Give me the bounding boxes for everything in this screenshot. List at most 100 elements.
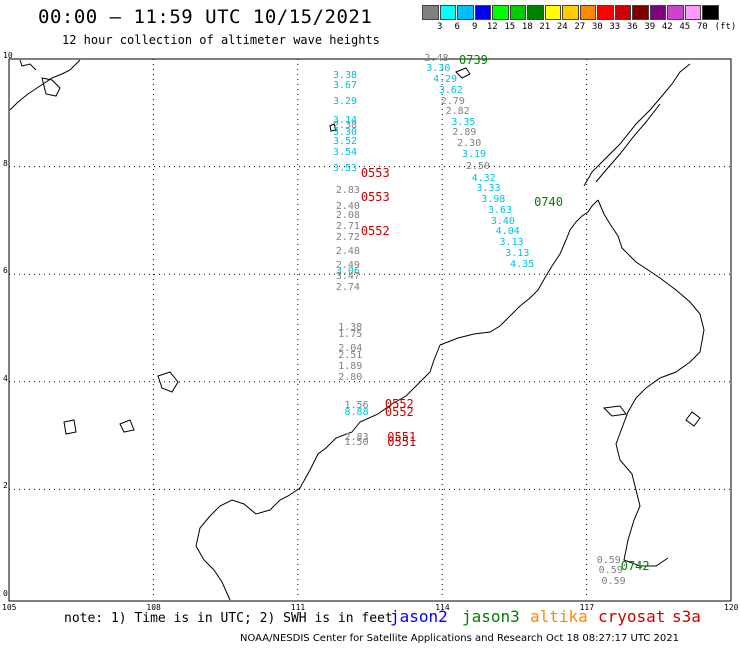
lon-tick-label: 111	[290, 603, 306, 612]
wave-height-reading: 3.30	[426, 63, 451, 75]
pass-time-label: 0742	[620, 559, 650, 574]
wave-height-reading: 1.56	[344, 400, 369, 412]
lon-tick-label: 105	[2, 603, 17, 612]
wave-height-reading: 3.53	[332, 163, 358, 175]
coastline-east-borneo	[597, 199, 705, 567]
legend-note: note: 1) Time is in UTC; 2) SWH is in fe…	[64, 611, 393, 626]
pass-time-label: 0551	[387, 429, 417, 444]
scale-label: 21	[539, 22, 551, 32]
wave-height-reading: 2.50	[465, 160, 490, 172]
pass-time-label: 0552	[384, 405, 414, 419]
wave-height-reading: 2.71	[335, 220, 360, 232]
pass-time-label: 0552	[360, 223, 390, 238]
coastline-natuna-island	[157, 371, 179, 393]
wave-height-reading: 3.63	[487, 204, 513, 216]
wave-height-reading: 1.75	[338, 328, 363, 340]
wave-height-reading: 3.06	[335, 265, 360, 277]
wave-height-reading: 2.51	[338, 350, 363, 362]
coastline-spratly-reef	[455, 67, 471, 79]
wave-height-reading: 2.74	[335, 282, 360, 294]
lat-tick-label: 8	[3, 158, 8, 168]
scale-swatch	[509, 5, 526, 20]
wave-height-reading: 3.52	[332, 136, 358, 148]
scale-label: 39	[644, 22, 656, 32]
scale-swatch	[457, 5, 474, 20]
wave-height-reading: 2.08	[335, 210, 360, 222]
lat-tick-label: 2	[3, 481, 8, 491]
coastline-sulu-island	[602, 405, 627, 417]
wave-height-reading: 3.62	[438, 84, 463, 96]
coastlines	[9, 59, 705, 601]
wave-height-reading: 2.80	[338, 371, 363, 383]
scale-swatch	[439, 5, 456, 20]
scale-swatch	[544, 5, 561, 20]
wave-height-reading: 1.89	[338, 360, 363, 372]
pass-time-label: 0551	[387, 435, 417, 450]
wave-height-reading: 2.49	[335, 260, 360, 272]
scale-label: 42	[661, 22, 673, 32]
pass-time-label: 0553	[360, 166, 390, 181]
wave-height-reading: 2.89	[452, 127, 477, 139]
coastline-mekong	[19, 59, 37, 71]
wave-height-reading: 0.59	[598, 565, 623, 577]
coastline-borneo	[195, 344, 441, 601]
coastline-tambelan-island	[119, 419, 135, 433]
wave-height-reading: 3.19	[461, 148, 487, 160]
wave-height-reading: 2.82	[445, 105, 470, 117]
page-subtitle: 12 hour collection of altimeter wave hei…	[62, 33, 380, 47]
lon-tick-label: 114	[435, 603, 450, 612]
pass-time-label: 0739	[459, 52, 488, 67]
wave-height-reading: 4.29	[433, 74, 458, 86]
scale-swatch	[632, 5, 649, 20]
wave-height-reading: 2.72	[335, 231, 360, 243]
coastline-celebes-island	[685, 411, 701, 427]
wave-height-reading: 3.67	[332, 79, 358, 91]
lon-tick-label: 108	[146, 603, 161, 612]
lat-lon-grid	[9, 59, 731, 597]
coastline-sabah	[439, 199, 599, 346]
legend-altika: altika	[530, 607, 588, 626]
wave-height-reading: 3.54	[332, 147, 358, 159]
coastline-anambas-island	[63, 419, 77, 435]
scale-label: 6	[454, 22, 460, 32]
wave-height-reading: 2.48	[424, 52, 449, 64]
map-frame	[8, 58, 732, 602]
scale-label: 18	[521, 22, 533, 32]
lat-tick-label: 0	[3, 589, 8, 598]
wave-height-reading: 3.47	[335, 270, 360, 282]
scale-swatch	[474, 5, 491, 20]
scale-label: 9	[472, 22, 478, 32]
scale-swatch	[614, 5, 631, 20]
lat-tick-label: 10	[3, 51, 13, 60]
scale-swatch	[562, 5, 579, 20]
wave-height-reading: 3.40	[490, 215, 515, 227]
wave-height-reading: 3.35	[451, 116, 476, 128]
scale-label: 15	[504, 22, 516, 32]
scale-swatch	[684, 5, 701, 20]
wave-height-reading: 2.79	[440, 95, 465, 107]
wave-height-reading: 4.04	[495, 226, 520, 238]
scale-swatch	[667, 5, 684, 20]
wave-height-reading: 2.83	[335, 184, 360, 196]
scale-label: 3	[437, 22, 443, 32]
page-title: 00:00 — 11:59 UTC 10/15/2021	[38, 6, 373, 28]
legend-jason3: jason3	[462, 607, 520, 626]
scale-swatch	[527, 5, 544, 20]
wave-height-reading: 2.40	[335, 201, 360, 213]
scale-label: 30	[591, 22, 603, 32]
wave-height-reading: 0.59	[596, 555, 621, 567]
wave-height-reading: 2.83	[344, 432, 369, 444]
scale-label: 33	[609, 22, 621, 32]
wave-height-reading: 2.48	[335, 246, 360, 258]
scale-swatch	[492, 5, 509, 20]
lon-tick-label: 120	[724, 603, 739, 612]
legend-cryosat: cryosat	[598, 607, 666, 626]
legend-s3a: s3a	[672, 607, 701, 626]
wave-height-reading: 3.33	[476, 183, 501, 195]
wave-height-reading: 2.30	[457, 138, 482, 150]
wave-height-reading: 1.50	[344, 436, 369, 448]
wave-height-reading: 3.38	[332, 69, 358, 81]
scale-swatch	[422, 5, 439, 20]
scale-label: 45	[679, 22, 691, 32]
